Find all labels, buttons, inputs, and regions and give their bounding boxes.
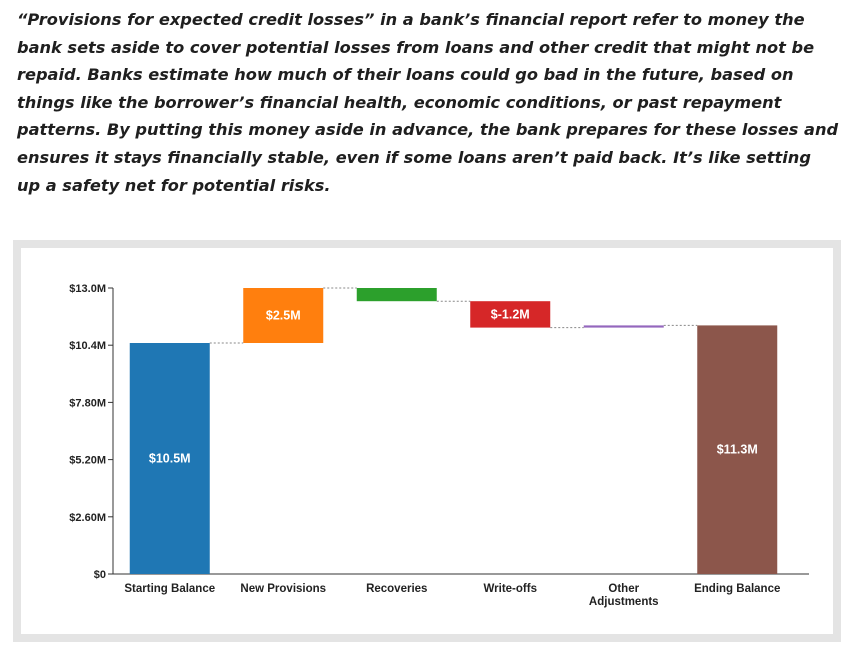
x-category-label: Ending Balance [694,583,780,595]
x-category-label: Other [608,583,639,595]
y-tick-label: $10.4M [69,340,106,352]
bar [470,301,551,328]
bar-value-label: $10.5M [149,452,191,466]
chart-frame: $0 $2.60M $5.20M $7.80M $10.4M $13.0M $10.5M St… [13,240,841,642]
x-category-label: New Provisions [240,583,326,595]
y-tick-label: $0 [94,569,106,581]
bar [356,288,437,302]
y-tick-label: $7.80M [69,397,106,409]
bar [583,325,664,328]
bar-value-label: $2.5M [266,309,301,323]
y-tick-label: $13.0M [69,283,106,295]
intro-paragraph: “Provisions for expected credit losses” … [17,10,839,195]
y-tick-label: $5.20M [69,455,106,467]
bar [697,325,778,574]
y-tick-label: $2.60M [69,512,106,524]
bar-value-label: $-1.2M [491,307,530,321]
x-category-label: Starting Balance [124,583,215,595]
x-category-label: Write-offs [484,583,537,595]
bar-value-label: $11.3M [717,442,758,456]
x-category-label: Adjustments [589,596,659,608]
bar [129,343,210,574]
waterfall-chart: $0 $2.60M $5.20M $7.80M $10.4M $13.0M $10.5M St… [69,283,809,608]
x-category-label: Recoveries [366,583,427,595]
bar [243,288,324,343]
